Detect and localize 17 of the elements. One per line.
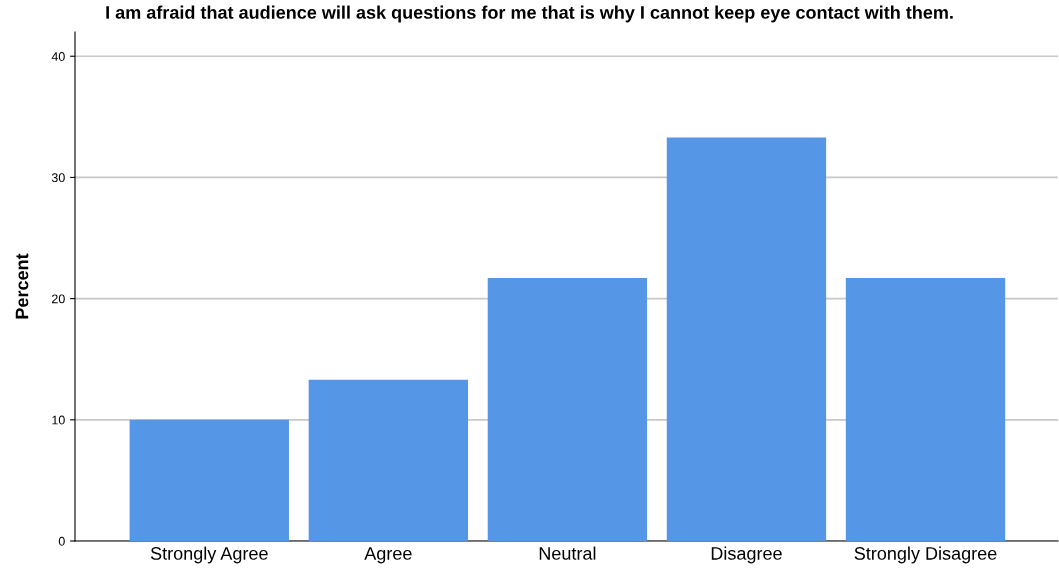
y-tick-label: 10 (52, 415, 65, 425)
x-tick-label: Strongly Agree (150, 546, 268, 564)
bar (845, 278, 1006, 541)
bar (666, 137, 827, 541)
y-tick-label: 0 (58, 536, 65, 546)
x-tick-label: Strongly Disagree (854, 546, 997, 564)
y-tick-label: 40 (51, 52, 65, 61)
x-tick-label: Agree (364, 547, 412, 564)
y-tick-label: 20 (52, 294, 65, 304)
bar (487, 278, 648, 541)
y-tick-label: 30 (51, 173, 65, 183)
chart-title: I am afraid that audience will ask questions for me that is why I cannot keep eye contact with them. (106, 5, 953, 23)
x-tick-label: Neutral (539, 546, 596, 560)
bar (308, 379, 469, 541)
y-axis-title: Percent (15, 253, 29, 319)
x-tick-label: Disagree (711, 546, 782, 564)
bar (129, 419, 289, 541)
